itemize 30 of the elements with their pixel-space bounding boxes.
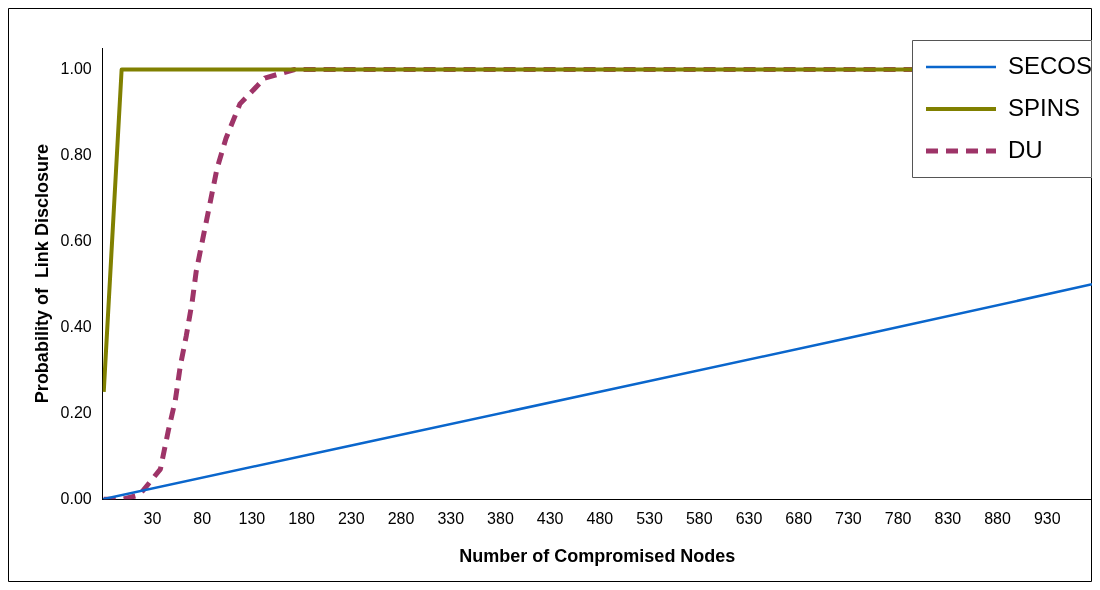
x-tick-label: 280: [387, 510, 415, 528]
x-tick-label: 380: [487, 510, 514, 528]
x-tick-label: 530: [636, 510, 664, 528]
x-tick-label: 180: [288, 510, 316, 528]
x-tick-label: 630: [735, 510, 763, 528]
x-tick-label: 330: [437, 510, 465, 528]
x-tick-label: 430: [536, 510, 564, 528]
x-axis-title: Number of Compromised Nodes: [459, 546, 736, 567]
x-tick-label: 680: [785, 510, 813, 528]
y-tick-label: 0.60: [60, 231, 92, 249]
x-tick-label: 880: [984, 510, 1011, 528]
x-tick-label: 30: [143, 510, 162, 528]
y-axis-title: Probability of Link Disclosure: [31, 144, 52, 404]
x-tick-label: 230: [337, 510, 365, 528]
x-tick-label: 130: [238, 510, 266, 528]
y-tick-label: 0.00: [60, 489, 92, 507]
x-tick-label: 480: [586, 510, 614, 528]
x-tick-label: 830: [934, 510, 962, 528]
y-tick-label: 0.40: [60, 317, 92, 335]
x-tick-label: 780: [884, 510, 912, 528]
legend-label: SECOS: [1008, 51, 1093, 79]
legend-label: DU: [1008, 135, 1043, 163]
x-tick-label: 80: [193, 510, 212, 528]
x-tick-label: 930: [1033, 510, 1061, 528]
y-tick-label: 0.80: [60, 145, 92, 163]
x-tick-label: 580: [685, 510, 713, 528]
y-tick-label: 0.20: [60, 403, 92, 421]
y-tick-label: 1.00: [60, 59, 92, 77]
x-tick-label: 730: [835, 510, 862, 528]
legend-label: SPINS: [1008, 93, 1081, 121]
